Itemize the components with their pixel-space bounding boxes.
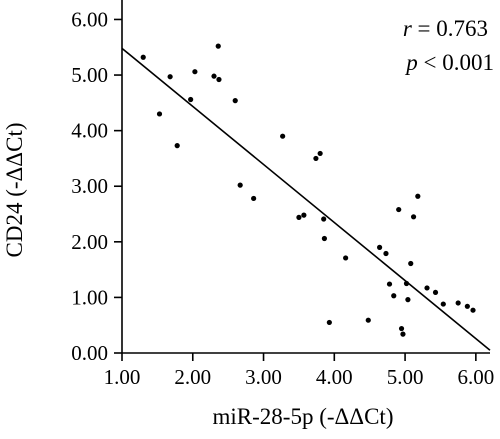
data-point xyxy=(317,150,323,157)
data-point xyxy=(377,244,383,250)
data-point xyxy=(174,143,180,149)
x-tick-label: 5.00 xyxy=(387,365,424,389)
x-tick-label: 3.00 xyxy=(245,365,282,389)
data-point xyxy=(326,319,332,326)
data-point xyxy=(156,111,163,117)
y-tick-label: 0.00 xyxy=(71,341,108,365)
data-point xyxy=(391,293,397,299)
data-point xyxy=(396,206,402,213)
y-tick-label: 4.00 xyxy=(71,119,108,143)
p-value: < 0.001 xyxy=(418,50,494,75)
data-point xyxy=(251,195,257,202)
data-point xyxy=(403,280,410,287)
x-tick-label: 1.00 xyxy=(104,365,141,389)
data-point xyxy=(321,216,327,222)
data-point xyxy=(301,212,307,218)
data-point xyxy=(215,43,221,49)
r-symbol: r xyxy=(403,16,413,41)
x-tick-label: 2.00 xyxy=(174,365,211,389)
data-point xyxy=(140,54,146,60)
data-point xyxy=(192,69,198,75)
data-point xyxy=(440,301,446,307)
data-points xyxy=(140,43,476,337)
y-tick-label: 6.00 xyxy=(71,7,108,31)
data-point xyxy=(383,250,389,257)
regression-line xyxy=(121,47,491,351)
x-tick-label: 6.00 xyxy=(457,365,494,389)
data-point xyxy=(432,289,439,296)
y-tick-label: 3.00 xyxy=(71,174,108,198)
data-point xyxy=(408,260,414,267)
data-point xyxy=(470,307,476,313)
data-point xyxy=(410,214,417,220)
y-tick-label: 5.00 xyxy=(71,63,108,87)
data-point xyxy=(398,325,405,332)
data-point xyxy=(343,255,349,261)
data-point xyxy=(237,182,243,188)
x-axis-title: miR-28-5p (-ΔΔCt) xyxy=(213,404,394,429)
p-value-annotation: p < 0.001 xyxy=(404,50,494,75)
data-point xyxy=(216,76,222,83)
data-point xyxy=(415,193,421,199)
data-point xyxy=(365,317,371,323)
p-symbol: p xyxy=(404,50,418,75)
correlation-annotation: r = 0.763 xyxy=(403,16,488,41)
data-point xyxy=(211,73,217,79)
y-axis-title: CD24 (-ΔΔCt) xyxy=(2,123,27,258)
x-axis-ticks: 1.00 2.00 3.00 4.00 5.00 6.00 xyxy=(104,353,494,389)
y-axis-ticks: 0.00 1.00 2.00 3.00 4.00 5.00 6.00 xyxy=(71,7,122,365)
data-point xyxy=(424,285,430,291)
r-value: = 0.763 xyxy=(412,16,488,41)
data-point xyxy=(455,300,461,306)
data-point xyxy=(313,155,319,162)
data-point xyxy=(405,297,411,303)
data-point xyxy=(232,98,238,104)
y-tick-label: 1.00 xyxy=(71,285,108,309)
data-point xyxy=(188,96,194,103)
data-point xyxy=(321,235,327,242)
data-point xyxy=(400,331,406,337)
data-point xyxy=(464,303,470,309)
data-point xyxy=(167,74,173,80)
data-point xyxy=(296,214,302,220)
y-tick-label: 2.00 xyxy=(71,230,108,254)
data-point xyxy=(386,281,393,287)
data-point xyxy=(280,133,286,139)
x-tick-label: 4.00 xyxy=(316,365,353,389)
